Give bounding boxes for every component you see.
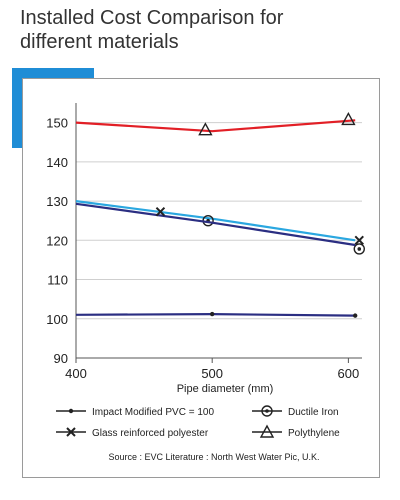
y-tick-label-110: 110 xyxy=(47,273,68,288)
y-tick-label-90: 90 xyxy=(54,351,68,366)
y-tick-label-150: 150 xyxy=(46,116,68,131)
y-tick-label-130: 130 xyxy=(46,194,68,209)
legend-marker-1 xyxy=(265,409,269,413)
chart-title-line-1: Installed Cost Comparison for xyxy=(20,7,284,29)
legend-marker-3 xyxy=(259,424,275,438)
x-tick-label-400: 400 xyxy=(65,366,87,381)
series-0-marker-0 xyxy=(209,311,215,317)
y-tick-label-100: 100 xyxy=(46,312,68,327)
legend-label-3: Polythylene xyxy=(288,428,340,439)
legend-marker-0 xyxy=(68,408,74,414)
x-axis-label: Pipe diameter (mm) xyxy=(177,383,274,395)
series-0-marker-1 xyxy=(352,313,358,318)
source-note: Source : EVC Literature : North West Wat… xyxy=(108,452,319,462)
series-2-marker-0 xyxy=(155,206,166,217)
series-line-2 xyxy=(75,202,356,247)
y-tick-label-120: 120 xyxy=(46,233,68,248)
accent-bar-horizontal xyxy=(12,68,94,78)
x-tick-label-500: 500 xyxy=(201,366,223,381)
series-3-marker-1 xyxy=(341,112,356,126)
chart-title: Installed Cost Comparison for different … xyxy=(20,6,390,54)
series-line-3 xyxy=(75,119,356,133)
legend-label-2: Glass reinforced polyester xyxy=(92,428,209,439)
legend-label-0: Impact Modified PVC = 100 xyxy=(92,407,214,418)
series-2-marker-1 xyxy=(354,235,364,246)
series-3-marker-0 xyxy=(198,122,213,136)
series-line-1 xyxy=(75,200,356,242)
x-tick-label-600: 600 xyxy=(338,366,360,381)
series-1-marker-1-ring xyxy=(353,243,365,255)
accent-bar-vertical xyxy=(12,68,22,148)
legend-label-1: Ductile Iron xyxy=(288,407,339,418)
chart-title-line-2: different materials xyxy=(20,31,179,53)
series-1-marker-1 xyxy=(357,247,362,251)
y-tick-label-140: 140 xyxy=(46,155,68,170)
legend-marker-1-ring xyxy=(261,405,273,417)
legend-marker-2 xyxy=(66,427,76,437)
series-line-0 xyxy=(75,312,356,317)
